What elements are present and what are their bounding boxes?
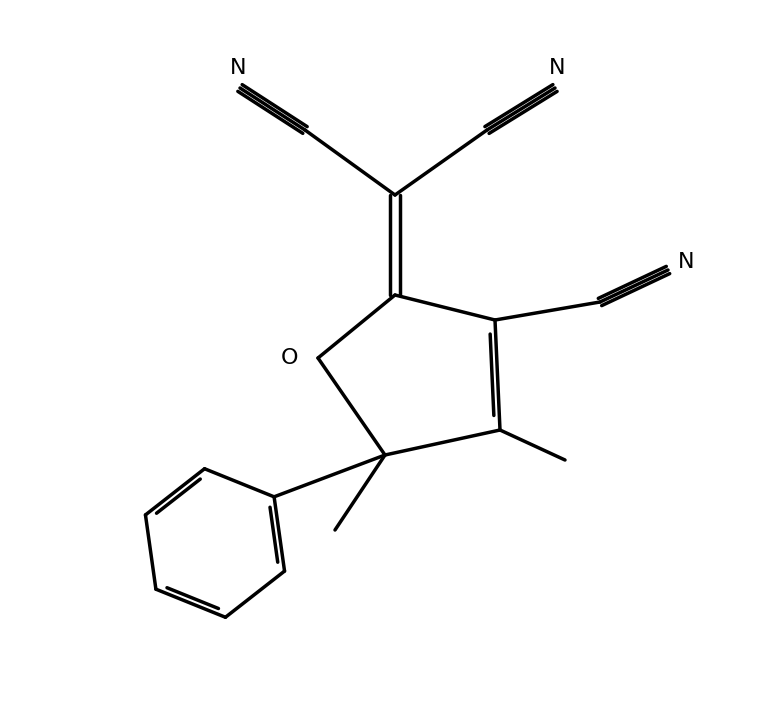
Text: N: N (678, 252, 695, 272)
Text: O: O (281, 348, 298, 368)
Text: N: N (548, 58, 566, 78)
Text: N: N (230, 58, 247, 78)
